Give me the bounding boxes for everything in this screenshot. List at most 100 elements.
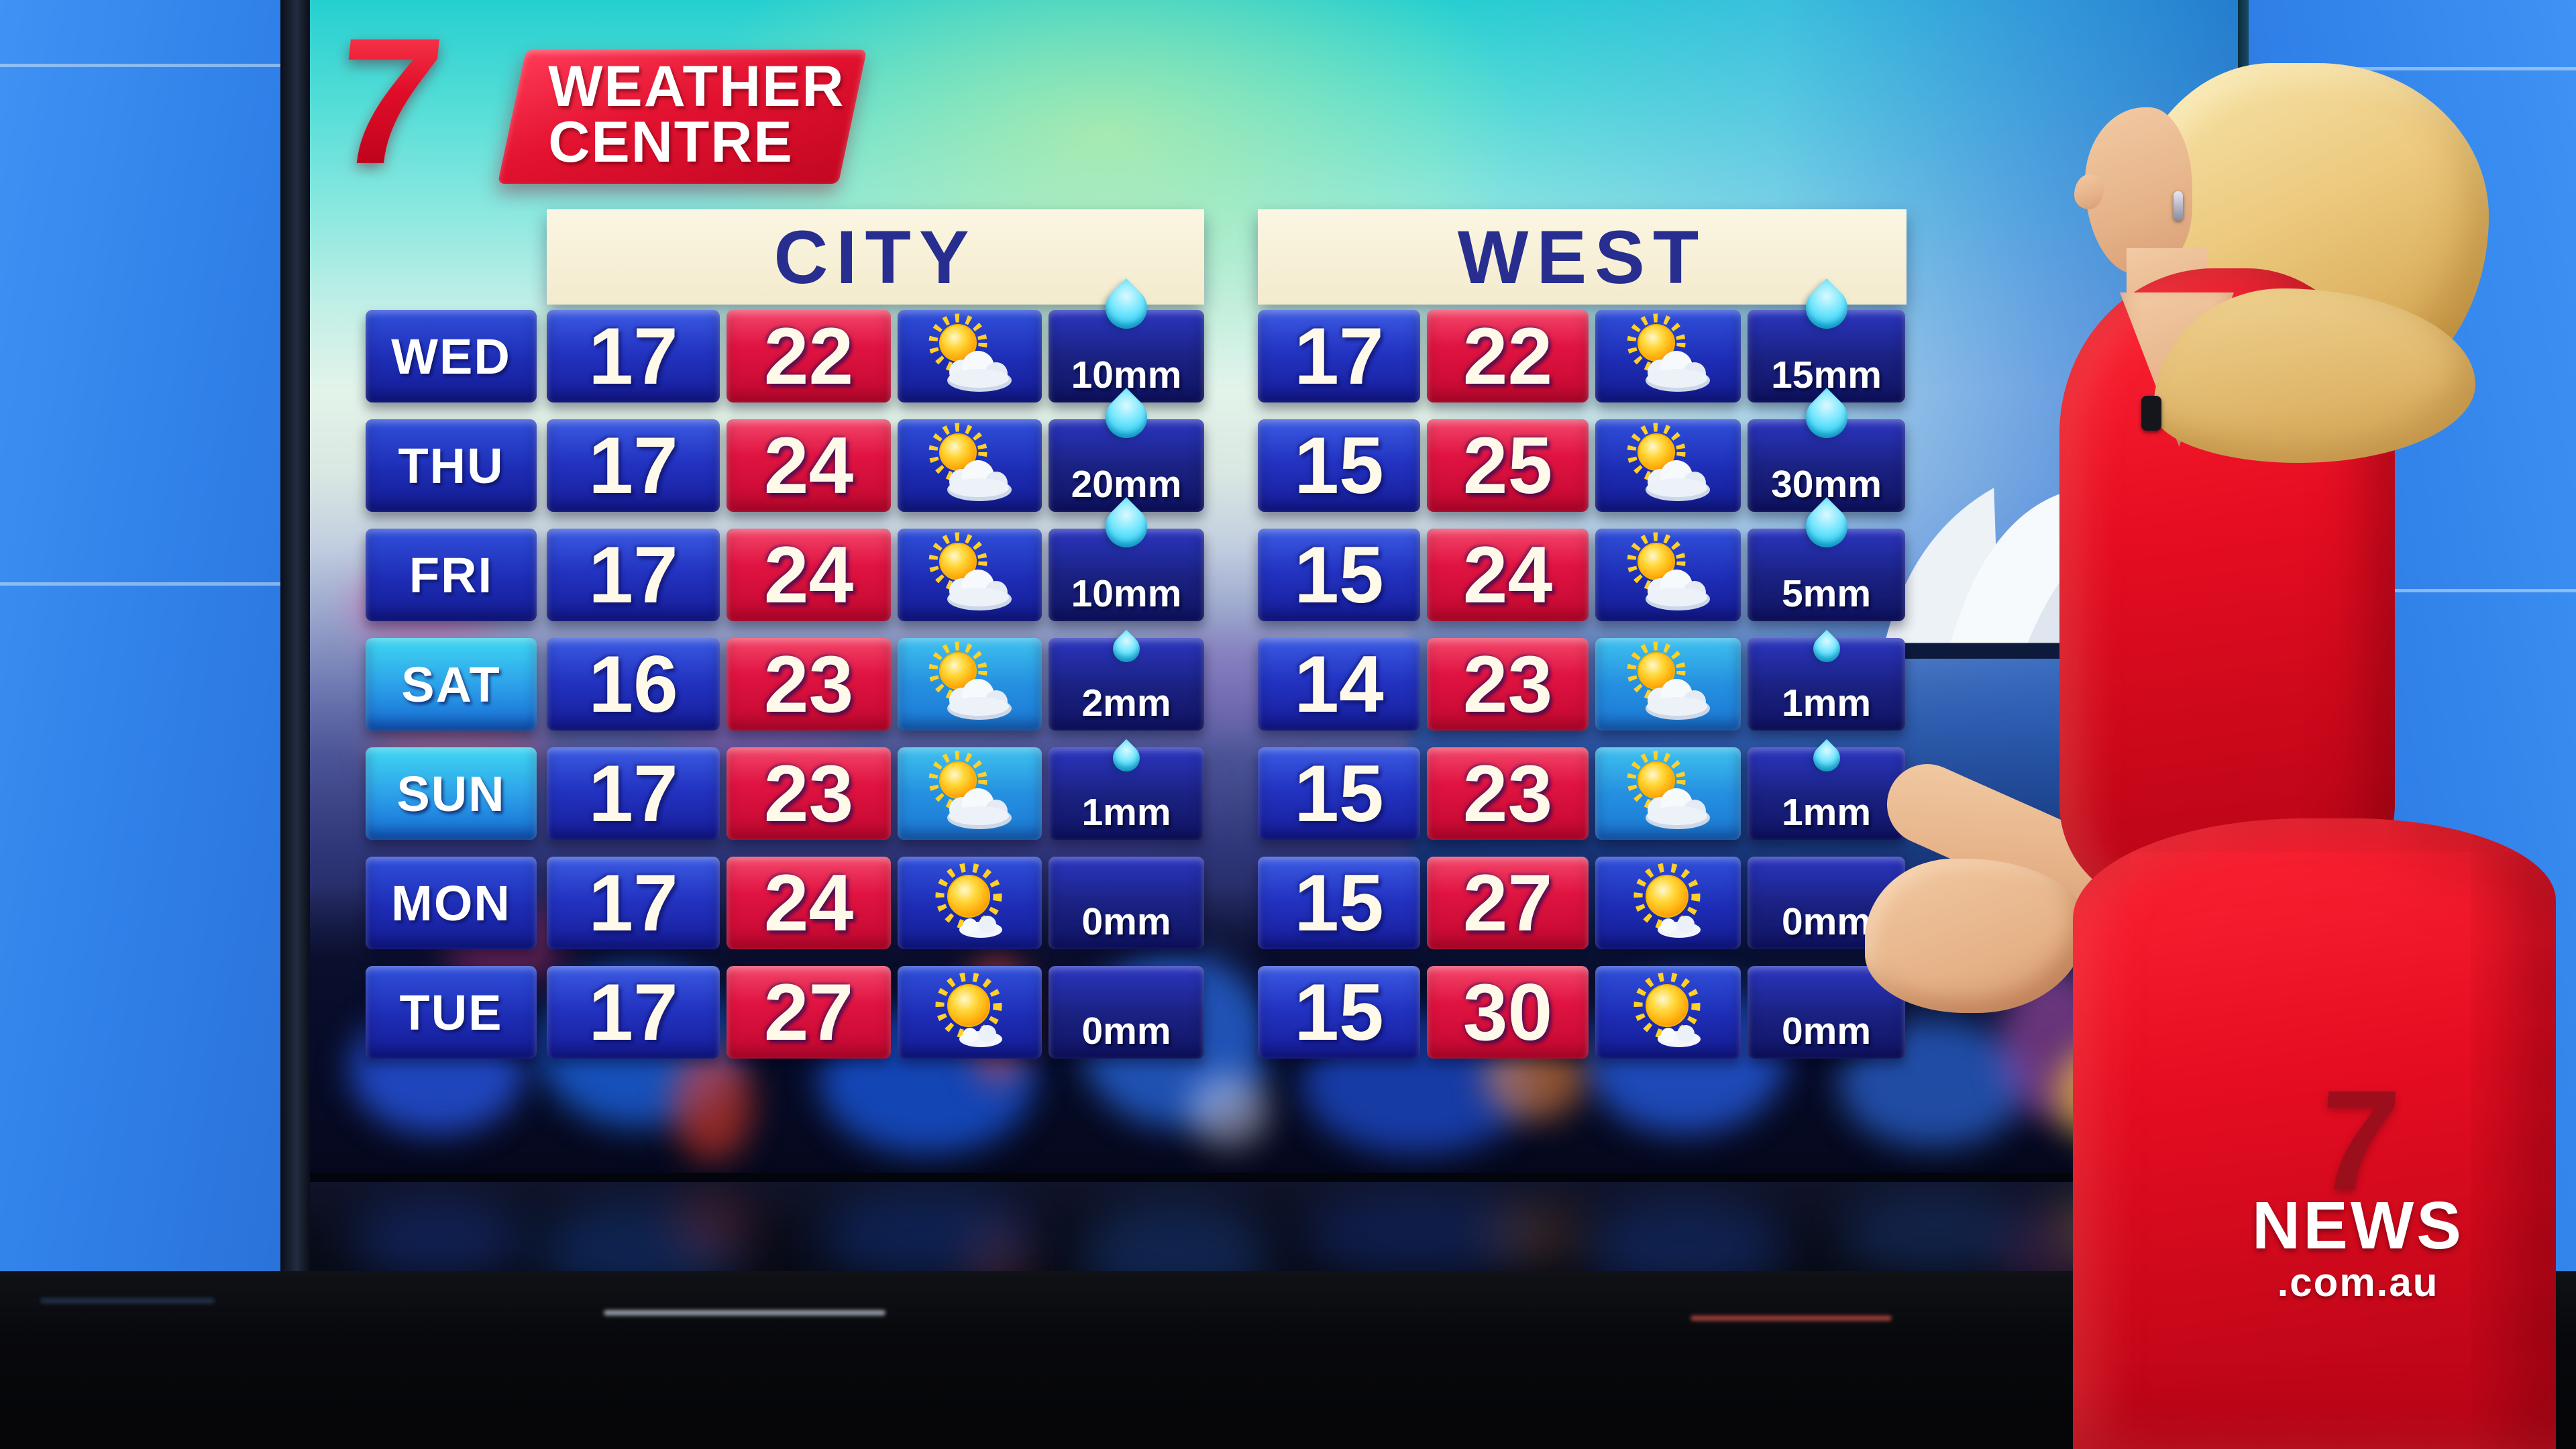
presenter-hands xyxy=(1865,859,2086,1013)
rain-amount: 10mm xyxy=(1071,354,1182,396)
min-temp-cell: 15 xyxy=(1258,747,1420,840)
outlook-icon-cell xyxy=(898,966,1042,1059)
min-temp-cell: 15 xyxy=(1258,529,1420,621)
rain-cell: 1mm xyxy=(1748,739,1905,840)
rain-amount: 15mm xyxy=(1771,354,1882,396)
mostly-sunny-icon xyxy=(935,863,1002,938)
rain-amount: 0mm xyxy=(1781,900,1872,943)
rain-droplet-icon xyxy=(1107,629,1146,668)
max-temp-cell: 24 xyxy=(727,857,891,949)
min-temp-cell: 14 xyxy=(1258,638,1420,731)
min-temp-cell: 15 xyxy=(1258,419,1420,512)
rain-cell: 0mm xyxy=(1049,966,1204,1059)
outlook-icon-cell xyxy=(898,747,1042,840)
day-cell: SUN xyxy=(366,747,537,840)
rain-cell: 20mm xyxy=(1049,388,1204,512)
rain-cell: 0mm xyxy=(1049,857,1204,949)
max-temp-cell: 22 xyxy=(1427,310,1589,402)
outlook-icon-cell xyxy=(898,638,1042,731)
floor-reflection-glow xyxy=(672,1190,753,1259)
partly-cloudy-icon xyxy=(928,641,1012,720)
floor-highlight xyxy=(604,1310,885,1316)
city-light-glow xyxy=(1189,1073,1269,1147)
logo-line-weather: WEATHER xyxy=(548,54,845,119)
rain-amount: 0mm xyxy=(1081,900,1171,943)
max-temp-cell: 23 xyxy=(1427,638,1589,731)
min-temp-cell: 17 xyxy=(547,857,720,949)
partly-cloudy-icon xyxy=(928,751,1012,829)
news-wordmark: NEWS xyxy=(2252,1188,2464,1264)
max-temp-cell: 23 xyxy=(727,747,891,840)
floor-reflection-glow xyxy=(350,1201,525,1278)
rain-amount: 1mm xyxy=(1781,682,1872,724)
rain-cell: 15mm xyxy=(1748,278,1905,402)
partly-cloudy-icon xyxy=(1627,641,1710,720)
region-header-west: WEST xyxy=(1258,209,1907,305)
day-cell: THU xyxy=(366,419,537,512)
rain-cell: 1mm xyxy=(1748,629,1905,731)
rain-amount: 0mm xyxy=(1781,1010,1872,1053)
floor-highlight xyxy=(1690,1316,1892,1321)
rain-cell: 10mm xyxy=(1049,278,1204,402)
weather-centre-logo: 7 WEATHER CENTRE xyxy=(326,0,869,201)
mostly-sunny-icon xyxy=(1633,972,1701,1047)
outlook-icon-cell xyxy=(898,310,1042,402)
rain-cell: 10mm xyxy=(1049,497,1204,621)
min-temp-cell: 17 xyxy=(547,419,720,512)
rain-cell: 2mm xyxy=(1049,629,1204,731)
mostly-sunny-icon xyxy=(1633,863,1701,938)
max-temp-cell: 23 xyxy=(727,638,891,731)
max-temp-cell: 22 xyxy=(727,310,891,402)
min-temp-cell: 15 xyxy=(1258,966,1420,1059)
min-temp-cell: 17 xyxy=(547,747,720,840)
presenter-hair xyxy=(2153,288,2475,463)
rain-amount: 5mm xyxy=(1781,572,1872,615)
mostly-sunny-icon xyxy=(935,972,1002,1047)
outlook-icon-cell xyxy=(1595,419,1741,512)
presenter-red-dress xyxy=(2073,818,2556,1449)
floor-reflection-glow xyxy=(1303,1193,1531,1278)
max-temp-cell: 30 xyxy=(1427,966,1589,1059)
rain-amount: 0mm xyxy=(1081,1010,1171,1053)
max-temp-cell: 24 xyxy=(727,529,891,621)
partly-cloudy-icon xyxy=(928,313,1012,392)
min-temp-cell: 17 xyxy=(547,529,720,621)
rain-amount: 1mm xyxy=(1781,791,1872,834)
wall-seam xyxy=(0,64,280,67)
rain-droplet-icon xyxy=(1107,739,1146,777)
day-cell: MON xyxy=(366,857,537,949)
presenter-face xyxy=(2074,174,2104,209)
rain-cell: 5mm xyxy=(1748,497,1905,621)
day-cell: TUE xyxy=(366,966,537,1059)
lapel-microphone-icon xyxy=(2141,396,2161,431)
logo-line-centre: CENTRE xyxy=(548,109,794,174)
outlook-icon-cell xyxy=(1595,966,1741,1059)
max-temp-cell: 24 xyxy=(1427,529,1589,621)
day-cell: SAT xyxy=(366,638,537,731)
wall-seam xyxy=(2249,67,2576,70)
seven-news-watermark: 7 NEWS .com.au xyxy=(2204,1061,2512,1305)
outlook-icon-cell xyxy=(898,857,1042,949)
wall-seam xyxy=(0,582,280,586)
floor-reflection-glow xyxy=(820,1193,1034,1282)
seven-network-icon: 7 xyxy=(325,0,452,201)
outlook-icon-cell xyxy=(1595,310,1741,402)
max-temp-cell: 24 xyxy=(727,419,891,512)
outlook-icon-cell xyxy=(898,529,1042,621)
min-temp-cell: 17 xyxy=(547,310,720,402)
floor-reflection-glow xyxy=(1484,1206,1585,1259)
rain-amount: 1mm xyxy=(1081,791,1171,834)
video-wall-bezel xyxy=(310,1173,2238,1182)
max-temp-cell: 27 xyxy=(1427,857,1589,949)
video-wall-left-frame xyxy=(280,0,310,1305)
day-cell: WED xyxy=(366,310,537,402)
rain-cell: 1mm xyxy=(1049,739,1204,840)
partly-cloudy-icon xyxy=(1627,423,1710,501)
region-header-city: CITY xyxy=(547,209,1204,305)
weather-centre-badge: WEATHER CENTRE xyxy=(497,50,867,184)
min-temp-cell: 15 xyxy=(1258,857,1420,949)
partly-cloudy-icon xyxy=(1627,532,1710,610)
outlook-icon-cell xyxy=(1595,747,1741,840)
partly-cloudy-icon xyxy=(928,532,1012,610)
